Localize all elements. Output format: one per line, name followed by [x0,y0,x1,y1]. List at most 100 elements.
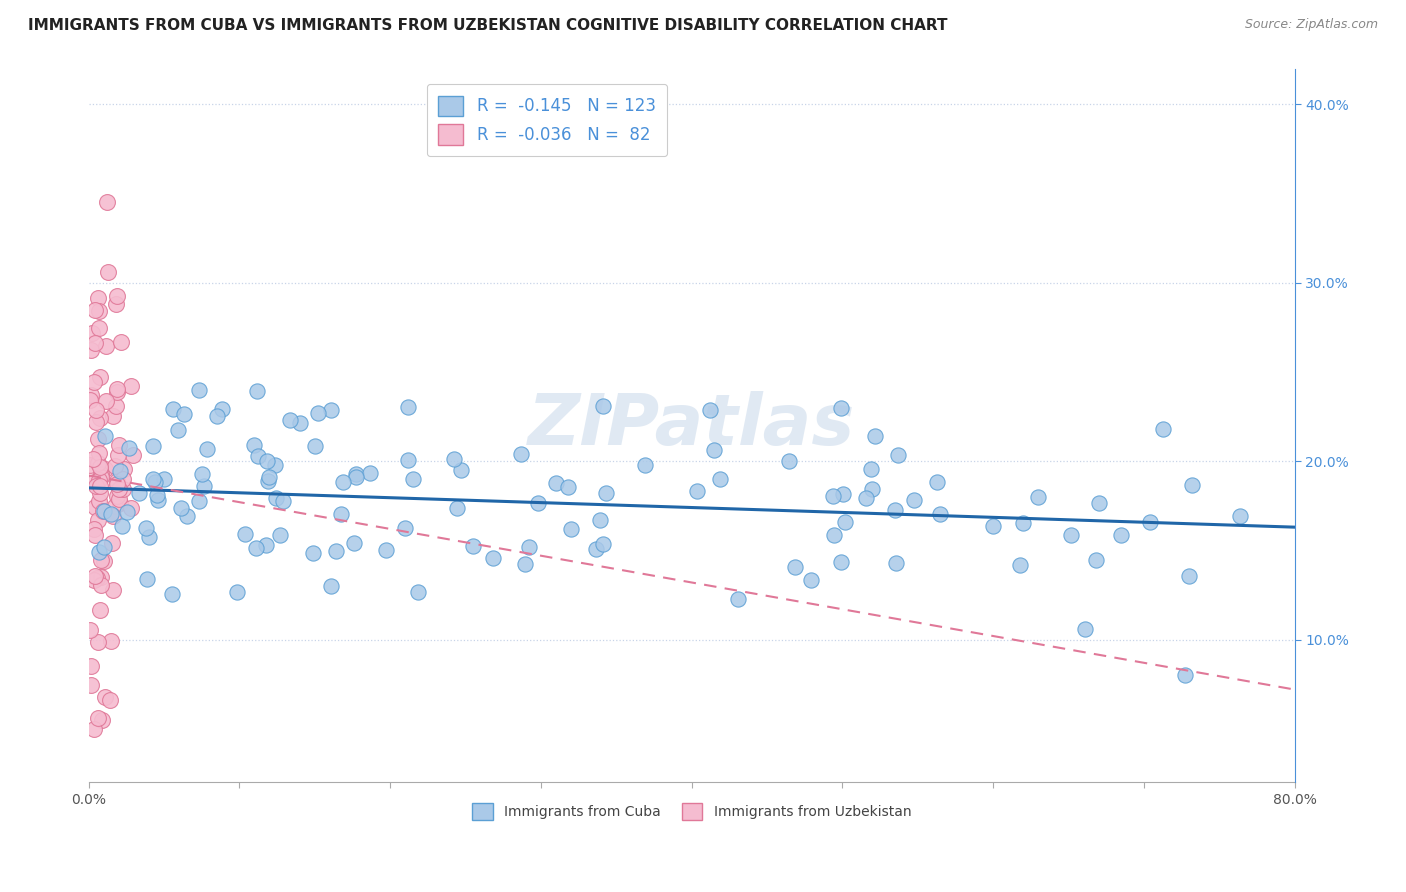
Point [118,441,141,455]
Point [108,496,131,510]
Point [589,512,612,526]
Point [97,265,120,279]
Point [1011,516,1033,530]
Text: ZIPatlas: ZIPatlas [527,391,855,460]
Point [865,429,887,443]
Point [1139,515,1161,529]
Point [105,297,128,311]
Point [105,400,128,414]
Point [87,545,110,559]
Point [136,572,159,586]
Point [84,335,107,350]
Point [830,555,852,569]
Point [100,507,122,521]
Point [800,573,823,587]
Point [823,528,845,542]
Point [93,541,115,555]
Point [1109,528,1132,542]
Point [142,472,165,486]
Point [699,403,721,417]
Point [83,574,105,588]
Point [396,401,419,415]
Point [100,634,122,648]
Point [834,515,856,529]
Point [162,402,184,417]
Point [146,488,169,502]
Point [592,537,614,551]
Point [727,592,749,607]
Point [96,394,118,409]
Point [98,693,121,707]
Point [86,479,108,493]
Point [401,472,423,486]
Point [592,399,614,413]
Point [84,527,107,541]
Point [509,447,531,461]
Point [307,406,329,420]
Point [121,448,143,462]
Point [87,291,110,305]
Point [79,458,101,472]
Point [394,520,416,534]
Point [1008,558,1031,572]
Point [235,527,257,541]
Point [1026,491,1049,505]
Point [193,479,215,493]
Point [89,479,111,493]
Point [242,438,264,452]
Point [110,334,132,349]
Point [887,448,910,462]
Point [374,542,396,557]
Point [408,585,430,599]
Point [830,401,852,416]
Point [167,423,190,437]
Point [87,456,110,470]
Point [105,474,128,488]
Point [87,304,110,318]
Point [981,519,1004,533]
Point [96,195,118,210]
Point [80,659,103,673]
Point [89,370,111,384]
Point [105,382,128,396]
Point [120,378,142,392]
Point [79,624,101,638]
Point [101,582,124,597]
Point [111,519,134,533]
Text: Source: ZipAtlas.com: Source: ZipAtlas.com [1244,18,1378,31]
Point [1088,496,1111,510]
Point [821,489,844,503]
Point [344,467,367,482]
Point [304,439,326,453]
Point [264,491,287,506]
Point [91,503,114,517]
Point [94,429,117,443]
Point [396,453,419,467]
Point [330,507,353,521]
Point [278,413,301,427]
Point [903,493,925,508]
Point [450,463,472,477]
Point [855,491,877,505]
Point [90,470,112,484]
Legend: Immigrants from Cuba, Immigrants from Uzbekistan: Immigrants from Cuba, Immigrants from Uz… [467,797,917,825]
Point [928,507,950,521]
Point [170,501,193,516]
Point [128,486,150,500]
Point [107,437,129,451]
Point [108,491,131,506]
Point [148,493,170,508]
Point [105,476,128,491]
Point [188,493,211,508]
Point [859,462,882,476]
Point [100,536,122,550]
Point [86,571,108,585]
Point [461,539,484,553]
Point [83,568,105,582]
Point [245,541,267,556]
Point [883,503,905,517]
Point [87,446,110,460]
Point [83,722,105,736]
Point [263,458,285,472]
Point [1178,569,1201,583]
